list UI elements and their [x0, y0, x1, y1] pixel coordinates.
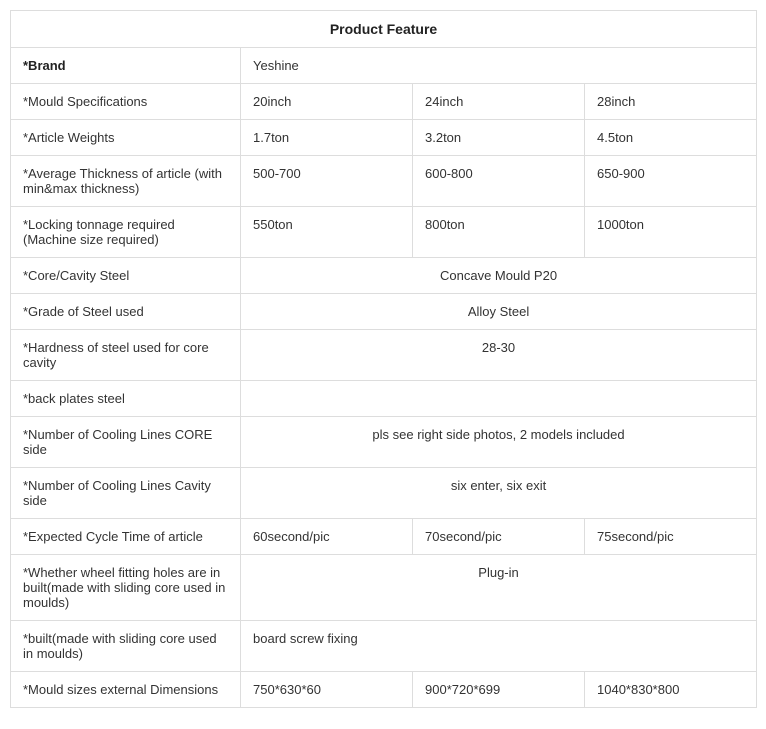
table-row: *Average Thickness of article (with min&…	[11, 156, 757, 207]
table-row: *Mould Specifications 20inch 24inch 28in…	[11, 84, 757, 120]
product-feature-table: Product Feature *Brand Yeshine *Mould Sp…	[10, 10, 757, 708]
cell-value: 550ton	[241, 207, 413, 258]
row-label: *Number of Cooling Lines Cavity side	[11, 468, 241, 519]
row-label: *Number of Cooling Lines CORE side	[11, 417, 241, 468]
cell-value: pls see right side photos, 2 models incl…	[241, 417, 757, 468]
table-row: *Core/Cavity Steel Concave Mould P20	[11, 258, 757, 294]
cell-value: board screw fixing	[241, 621, 757, 672]
cell-value: 20inch	[241, 84, 413, 120]
cell-value: Concave Mould P20	[241, 258, 757, 294]
cell-value: 900*720*699	[413, 672, 585, 708]
title-row: Product Feature	[11, 11, 757, 48]
cell-value: 75second/pic	[585, 519, 757, 555]
table-row: *Mould sizes external Dimensions 750*630…	[11, 672, 757, 708]
row-label: *Article Weights	[11, 120, 241, 156]
row-label: *Core/Cavity Steel	[11, 258, 241, 294]
row-label: *built(made with sliding core used in mo…	[11, 621, 241, 672]
cell-value: 70second/pic	[413, 519, 585, 555]
cell-value: 24inch	[413, 84, 585, 120]
table-row: *Hardness of steel used for core cavity …	[11, 330, 757, 381]
table-row: *Whether wheel fitting holes are in buil…	[11, 555, 757, 621]
row-label: *Average Thickness of article (with min&…	[11, 156, 241, 207]
row-label: *Expected Cycle Time of article	[11, 519, 241, 555]
cell-value: 60second/pic	[241, 519, 413, 555]
table-row: *Grade of Steel used Alloy Steel	[11, 294, 757, 330]
cell-value: Plug-in	[241, 555, 757, 621]
row-label: *Locking tonnage required (Machine size …	[11, 207, 241, 258]
cell-value: 4.5ton	[585, 120, 757, 156]
cell-value: 3.2ton	[413, 120, 585, 156]
row-label: *Mould sizes external Dimensions	[11, 672, 241, 708]
table-row: *back plates steel	[11, 381, 757, 417]
table-row: *Locking tonnage required (Machine size …	[11, 207, 757, 258]
cell-value: 600-800	[413, 156, 585, 207]
cell-value	[241, 381, 757, 417]
row-label: *back plates steel	[11, 381, 241, 417]
cell-value: 1.7ton	[241, 120, 413, 156]
cell-value: Alloy Steel	[241, 294, 757, 330]
row-label: *Brand	[11, 48, 241, 84]
cell-value: Yeshine	[241, 48, 757, 84]
row-label: *Mould Specifications	[11, 84, 241, 120]
cell-value: 650-900	[585, 156, 757, 207]
cell-value: six enter, six exit	[241, 468, 757, 519]
row-label: *Hardness of steel used for core cavity	[11, 330, 241, 381]
cell-value: 1040*830*800	[585, 672, 757, 708]
row-label: *Grade of Steel used	[11, 294, 241, 330]
table-row: *Article Weights 1.7ton 3.2ton 4.5ton	[11, 120, 757, 156]
cell-value: 750*630*60	[241, 672, 413, 708]
table-row: *Number of Cooling Lines CORE side pls s…	[11, 417, 757, 468]
cell-value: 500-700	[241, 156, 413, 207]
table-row: *Expected Cycle Time of article 60second…	[11, 519, 757, 555]
table-row: *Brand Yeshine	[11, 48, 757, 84]
cell-value: 800ton	[413, 207, 585, 258]
row-label: *Whether wheel fitting holes are in buil…	[11, 555, 241, 621]
table-row: *Number of Cooling Lines Cavity side six…	[11, 468, 757, 519]
table-title: Product Feature	[11, 11, 757, 48]
cell-value: 28inch	[585, 84, 757, 120]
table-row: *built(made with sliding core used in mo…	[11, 621, 757, 672]
cell-value: 28-30	[241, 330, 757, 381]
cell-value: 1000ton	[585, 207, 757, 258]
